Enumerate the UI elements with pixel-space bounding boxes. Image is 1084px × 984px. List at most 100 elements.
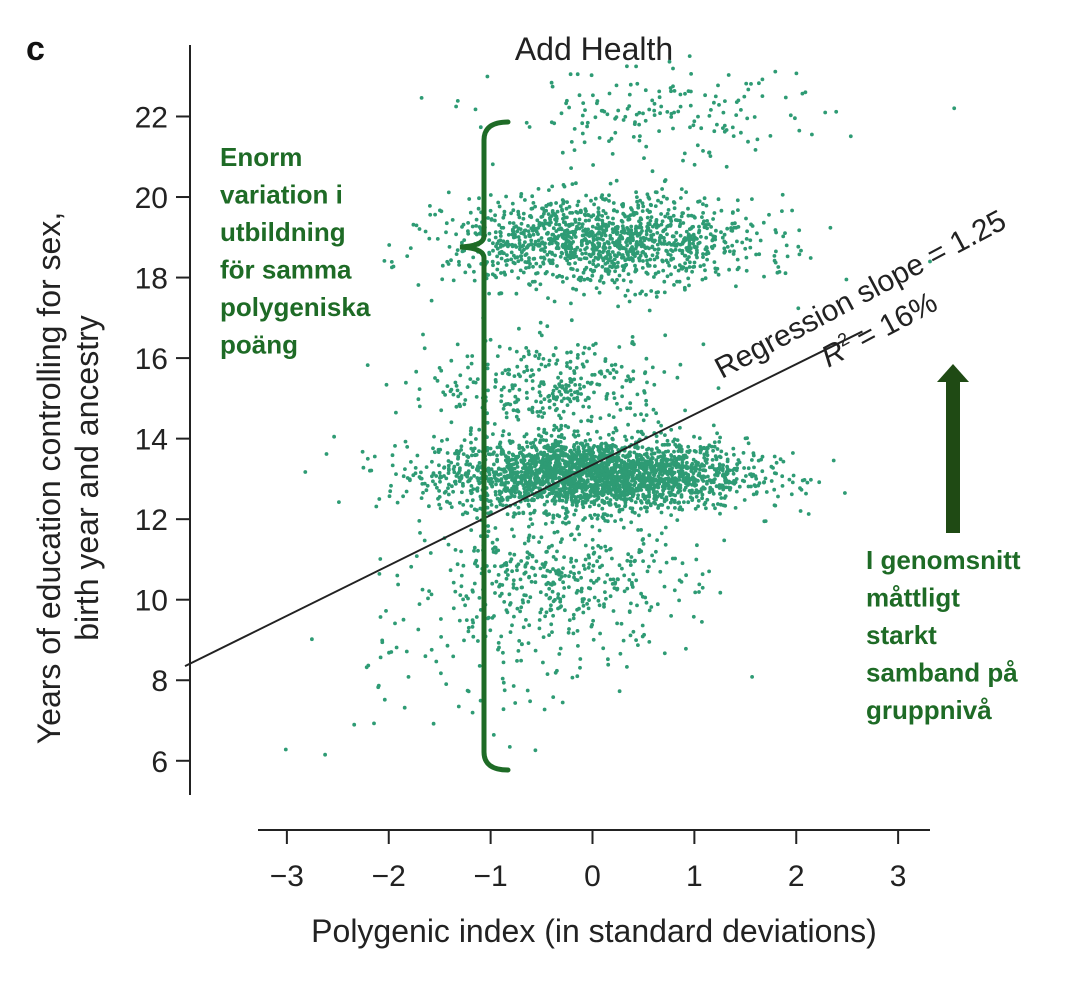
data-point [629,279,633,284]
data-point [600,221,605,226]
data-point [500,371,505,376]
data-point [384,609,388,613]
data-point [681,158,685,163]
data-point [605,519,610,524]
data-point [650,245,655,250]
data-point [504,263,509,267]
data-point [547,596,552,601]
data-point [611,216,615,221]
data-point [433,212,437,217]
data-point [554,222,558,227]
data-point [531,535,536,540]
data-point [587,598,591,602]
data-point [496,641,501,645]
data-point [446,542,451,547]
data-point [644,292,648,297]
data-point [549,80,554,85]
data-point [600,563,604,568]
data-point [648,209,652,214]
data-point [562,236,566,241]
data-point [689,213,694,218]
data-point [473,107,478,112]
y-tick-label: 8 [151,665,168,698]
data-point [507,388,512,393]
data-point [599,276,604,280]
data-point [575,441,579,445]
data-point [615,482,620,487]
data-point [548,398,552,403]
data-point [670,461,675,466]
data-point [606,662,611,667]
data-point [729,228,734,233]
data-point [498,234,503,238]
data-point [550,589,555,594]
data-point [645,465,649,470]
data-point [790,208,794,213]
data-point [595,101,599,106]
data-point [461,563,466,568]
data-point [524,252,529,256]
data-point [614,178,619,183]
data-point [665,224,670,229]
data-point [725,245,730,249]
data-point [519,231,524,236]
data-point [575,356,580,360]
data-point [640,229,644,233]
data-point [530,410,535,415]
data-point [632,122,637,126]
data-point [549,448,553,453]
data-point [652,467,657,471]
data-point [500,676,505,681]
data-point [572,377,577,382]
data-point [628,82,633,87]
data-point [731,210,735,215]
data-point [577,570,581,575]
data-point [551,226,556,231]
data-point [728,249,732,254]
data-point [597,447,601,451]
data-point [597,136,602,140]
data-point [414,369,419,374]
data-point [441,390,446,395]
data-point [660,219,665,224]
data-point [579,586,584,591]
x-axis-title: Polygenic index (in standard deviations) [311,913,877,949]
data-point [692,162,697,167]
data-point [628,633,633,638]
data-point [722,123,727,128]
data-point [521,483,526,488]
data-point [576,343,580,347]
data-point [596,486,600,491]
data-point [760,469,765,474]
data-point [640,209,645,214]
data-point [565,361,569,365]
data-point [752,465,756,470]
data-point [644,600,649,605]
data-point [712,440,717,445]
data-point [461,483,465,488]
data-point [549,433,554,438]
data-point [518,244,522,249]
data-point [783,271,788,276]
data-point [501,680,506,685]
data-point [588,504,592,509]
data-point [521,625,526,630]
data-point [714,228,718,233]
data-point [641,418,646,423]
data-point [683,91,687,96]
data-point [636,493,640,498]
data-point [573,261,577,265]
data-point [572,396,576,401]
data-point [609,446,614,451]
data-point [365,363,370,367]
data-point [603,211,608,216]
data-point [504,476,508,481]
data-point [804,491,808,496]
data-point [514,487,519,491]
data-point [553,253,557,258]
data-point [683,287,687,292]
data-point [636,528,640,532]
data-point [626,422,630,427]
data-point [530,194,535,199]
